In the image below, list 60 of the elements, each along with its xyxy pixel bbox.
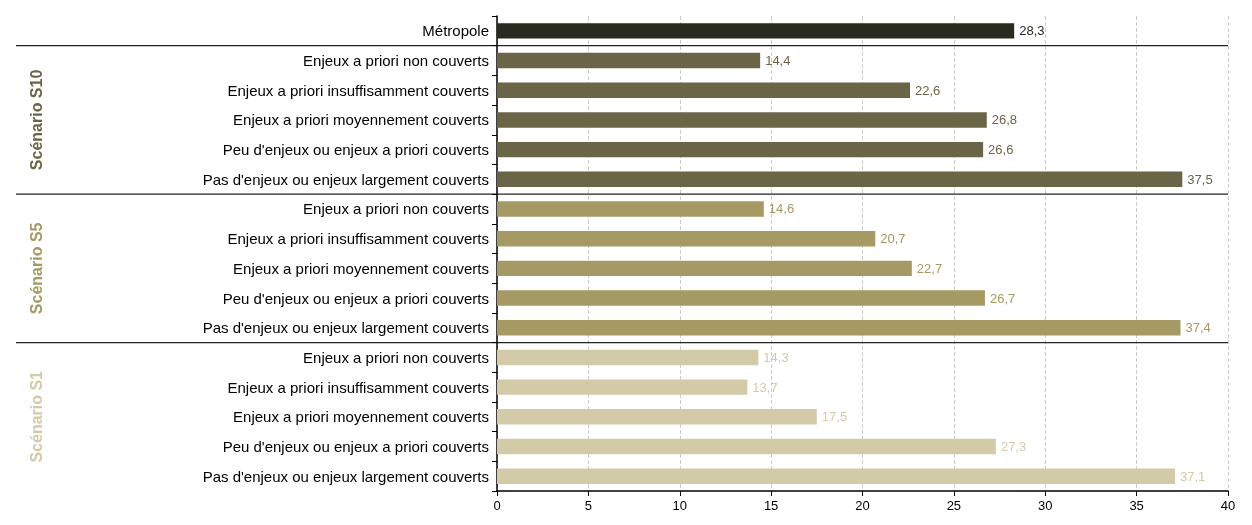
bar <box>497 112 987 128</box>
data-label: 14,4 <box>765 53 791 69</box>
bar <box>497 230 876 247</box>
x-tick-label: 25 <box>946 498 962 513</box>
data-label: 22,6 <box>915 82 941 98</box>
bar <box>497 171 1183 187</box>
data-label: 13,7 <box>752 379 778 395</box>
bar <box>497 438 996 455</box>
data-label: 14,6 <box>768 201 795 217</box>
y-tick-label: Enjeux a priori insuffisamment couverts <box>227 81 489 99</box>
data-label: 27,3 <box>1000 438 1027 454</box>
x-tick-label: 0 <box>493 498 501 513</box>
bar <box>497 290 985 306</box>
bar <box>497 260 912 277</box>
data-label: 26,8 <box>991 112 1018 128</box>
data-label: 26,7 <box>989 290 1016 306</box>
bar <box>497 379 748 395</box>
data-label: 20,7 <box>880 231 906 247</box>
bar <box>497 409 817 425</box>
x-tick-label: 35 <box>1129 498 1144 513</box>
y-tick-label: Enjeux a priori moyennement couverts <box>233 259 489 277</box>
data-label: 26,6 <box>988 142 1014 158</box>
text: Scénario S10 <box>27 69 45 171</box>
y-tick-label: Métropole <box>422 22 489 40</box>
y-tick-label: Enjeux a priori non couverts <box>303 52 489 70</box>
x-tick-label: 5 <box>584 498 592 513</box>
bar <box>497 201 764 217</box>
data-label: 28,3 <box>1019 23 1045 39</box>
bar <box>497 320 1181 336</box>
data-label: 37,4 <box>1185 320 1211 336</box>
y-tick-label: Enjeux a priori moyennement couverts <box>233 111 489 129</box>
y-tick-label: Peu d'enjeux ou enjeux a priori couverts <box>222 289 489 307</box>
bar <box>497 141 984 158</box>
y-tick-label: Pas d'enjeux ou enjeux largement couverts <box>202 467 489 485</box>
data-label: 14,3 <box>763 349 789 365</box>
x-tick-label: 30 <box>1038 498 1053 513</box>
x-tick-label: 10 <box>672 498 687 513</box>
bar <box>497 82 911 98</box>
y-tick-label: Enjeux a priori insuffisamment couverts <box>227 230 489 248</box>
y-tick-label: Pas d'enjeux ou enjeux largement couverts <box>202 319 489 337</box>
x-tick-label: 15 <box>763 498 779 513</box>
y-tick-label: Enjeux a priori insuffisamment couverts <box>227 378 489 396</box>
text: Scénario S5 <box>27 222 45 315</box>
data-label: 17,5 <box>821 409 848 425</box>
y-tick-label: Peu d'enjeux ou enjeux a priori couverts <box>222 141 489 159</box>
y-tick-label: Pas d'enjeux ou enjeux largement couverts <box>202 170 489 188</box>
bar <box>497 23 1015 39</box>
y-tick-label: Enjeux a priori non couverts <box>303 200 489 218</box>
data-label: 37,5 <box>1187 171 1213 187</box>
y-tick-label: Enjeux a priori moyennement couverts <box>233 408 489 426</box>
y-tick-label: Peu d'enjeux ou enjeux a priori couverts <box>222 437 489 455</box>
bar <box>497 468 1175 484</box>
text: Scénario S1 <box>27 370 45 463</box>
bar <box>497 52 761 69</box>
data-label: 37,1 <box>1180 468 1206 484</box>
y-tick-label: Enjeux a priori non couverts <box>303 348 489 366</box>
x-tick-label: 40 <box>1220 498 1236 513</box>
bar <box>497 349 759 366</box>
x-tick-label: 20 <box>855 498 870 513</box>
data-label: 22,7 <box>916 260 943 276</box>
